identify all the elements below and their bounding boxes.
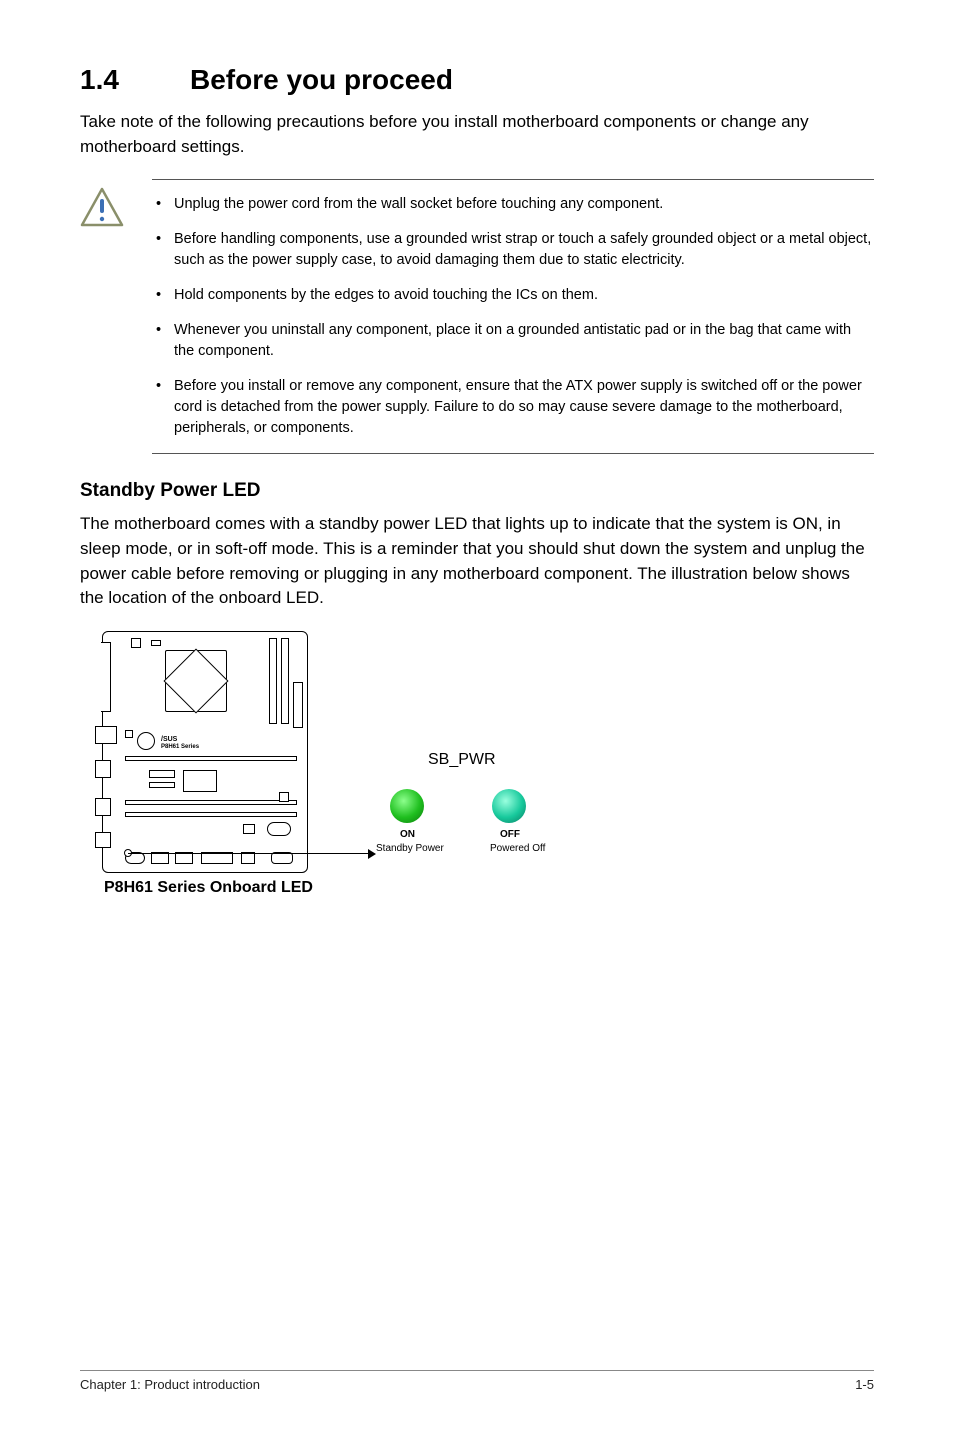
io-block	[95, 832, 111, 848]
intro-paragraph: Take note of the following precautions b…	[80, 110, 874, 159]
io-block	[95, 726, 117, 744]
chip-icon	[279, 792, 289, 802]
warning-item: Hold components by the edges to avoid to…	[152, 285, 874, 306]
footer-right: 1-5	[855, 1377, 874, 1392]
warning-list: Unplug the power cord from the wall sock…	[152, 194, 874, 439]
arrow-line	[128, 853, 372, 855]
off-state-label: OFF	[500, 829, 520, 840]
atx-connector-icon	[293, 682, 303, 728]
warning-block: Unplug the power cord from the wall sock…	[80, 179, 874, 454]
subheading: Standby Power LED	[80, 480, 874, 502]
pcie-slot-icon	[125, 812, 297, 817]
dimm-slot-icon	[269, 638, 277, 724]
bottom-connectors	[125, 842, 297, 868]
powered-off-label: Powered Off	[490, 843, 545, 854]
led-on-icon	[390, 789, 424, 823]
warning-item: Whenever you uninstall any component, pl…	[152, 320, 874, 362]
footer-left: Chapter 1: Product introduction	[80, 1377, 260, 1392]
section-title: 1.4Before you proceed	[80, 64, 874, 96]
header-icon	[131, 638, 141, 648]
chip-icon	[183, 770, 217, 792]
onboard-led-diagram: /SUS P8H61 Series SB_PWR ON OFF Standby …	[90, 631, 570, 911]
section-title-text: Before you proceed	[190, 64, 453, 95]
chip-icon	[149, 770, 175, 778]
warning-item: Before you install or remove any compone…	[152, 376, 874, 439]
board-series-label: P8H61 Series	[161, 744, 199, 750]
standby-power-label: Standby Power	[376, 843, 444, 854]
section-number: 1.4	[80, 64, 190, 96]
motherboard-outline: /SUS P8H61 Series	[102, 631, 308, 873]
io-block	[101, 642, 111, 712]
io-block	[95, 760, 111, 778]
warning-item: Before handling components, use a ground…	[152, 229, 874, 271]
chip-icon	[125, 730, 133, 738]
body-paragraph: The motherboard comes with a standby pow…	[80, 512, 874, 611]
warning-content: Unplug the power cord from the wall sock…	[152, 179, 874, 454]
board-brand-label: /SUS	[161, 736, 177, 743]
led-off-icon	[492, 789, 526, 823]
pcie-slot-icon	[125, 756, 297, 761]
header-icon	[151, 640, 161, 646]
on-state-label: ON	[400, 829, 415, 840]
battery-icon	[267, 822, 291, 836]
chip-icon	[149, 782, 175, 788]
arrow-head-icon	[368, 849, 376, 859]
warning-item: Unplug the power cord from the wall sock…	[152, 194, 874, 215]
chip-icon	[137, 732, 155, 750]
dimm-slot-icon	[281, 638, 289, 724]
sbpwr-label: SB_PWR	[428, 751, 496, 769]
pcie-slot-icon	[125, 800, 297, 805]
diagram-caption: P8H61 Series Onboard LED	[104, 879, 313, 897]
io-block	[95, 798, 111, 816]
page-footer: Chapter 1: Product introduction 1-5	[80, 1370, 874, 1392]
chip-icon	[243, 824, 255, 834]
caution-icon	[80, 187, 124, 232]
